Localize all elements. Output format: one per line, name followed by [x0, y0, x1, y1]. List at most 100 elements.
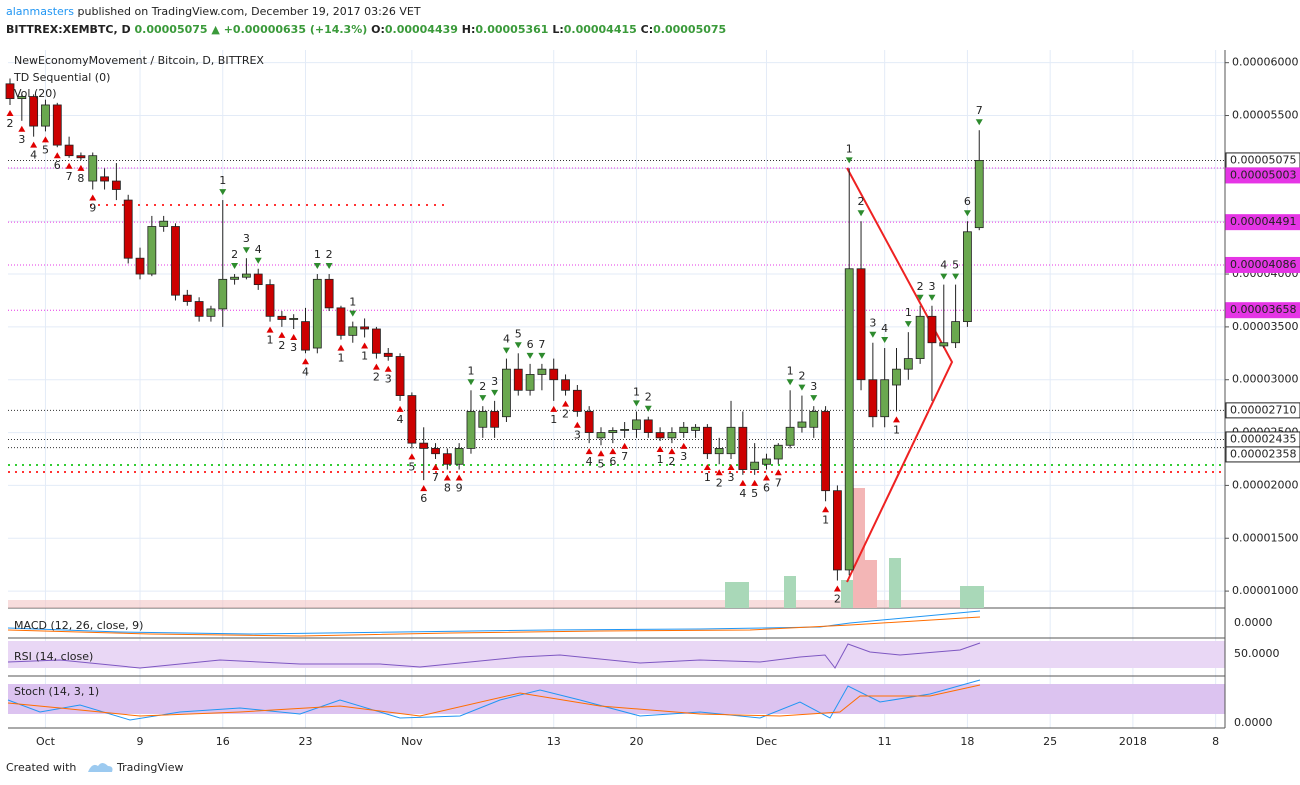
candle-body — [442, 453, 452, 465]
td-count: 3 — [728, 471, 735, 484]
volume — [784, 576, 796, 608]
td-count: 8 — [444, 482, 451, 495]
candle-body — [868, 379, 878, 418]
candle-body — [159, 220, 169, 227]
legend-item: Vol (20) — [14, 87, 57, 100]
td-arrow — [810, 395, 818, 402]
candle-body — [844, 268, 854, 571]
rsi-line — [7, 642, 981, 669]
td-count: 4 — [255, 243, 262, 256]
td-count: 3 — [290, 341, 297, 354]
candle-body — [360, 326, 370, 330]
td-arrow — [762, 474, 770, 481]
candle-body — [419, 442, 429, 449]
td-arrow — [337, 344, 345, 351]
td-count: 6 — [54, 159, 61, 172]
y-tick-label: 0.00003000 — [1232, 373, 1298, 386]
volume — [889, 558, 901, 608]
trend-drawing — [846, 167, 954, 583]
x-tick-label: 20 — [629, 735, 643, 748]
td-arrow — [65, 162, 73, 169]
td-arrow — [432, 463, 440, 470]
td-count: 1 — [361, 349, 368, 362]
td-count: 1 — [267, 334, 274, 347]
td-count: 3 — [810, 380, 817, 393]
td-arrow — [680, 442, 688, 449]
y-tick-label: 0.00002000 — [1232, 478, 1298, 491]
legend-item: NewEconomyMovement / Bitcoin, D, BITTREX — [14, 54, 264, 67]
candle-body — [513, 368, 523, 391]
x-tick-label: Oct — [36, 735, 56, 748]
panel-label: MACD (12, 26, close, 9) — [14, 619, 143, 632]
change: ▲ +0.00000635 (+14.3%) — [211, 23, 367, 36]
td-arrow — [41, 136, 49, 143]
price-tag — [1225, 167, 1300, 184]
candle-body — [702, 426, 712, 455]
price-tag — [1225, 302, 1300, 319]
td-arrow — [89, 194, 97, 201]
candle-body — [667, 432, 677, 439]
td-count: 7 — [976, 104, 983, 117]
candle-body — [253, 273, 263, 286]
td-arrow — [313, 263, 321, 270]
volume-base — [8, 600, 968, 608]
candle-body — [584, 411, 594, 433]
x-tick-label: Dec — [756, 735, 777, 748]
candle-body — [691, 426, 700, 431]
candle-body — [939, 342, 949, 347]
x-tick-label: 13 — [547, 735, 561, 748]
td-arrow — [845, 157, 853, 164]
x-tick-label: 23 — [299, 735, 313, 748]
td-count: 1 — [657, 453, 664, 466]
td-arrow — [18, 125, 26, 132]
candle-body — [431, 448, 440, 455]
stoch-band — [8, 684, 1225, 714]
td-arrow — [656, 446, 664, 453]
candle-body — [230, 276, 239, 280]
td-arrow — [668, 448, 676, 455]
candle-body — [596, 432, 606, 439]
x-tick-label: 16 — [216, 735, 230, 748]
td-arrow — [384, 365, 392, 372]
candle-body — [407, 395, 417, 444]
candles — [5, 78, 984, 581]
td-arrow — [77, 164, 85, 171]
candle-body — [111, 180, 121, 190]
td-count: 2 — [479, 380, 486, 393]
td-arrow — [963, 210, 971, 217]
candle-body — [738, 426, 748, 470]
candle-body — [289, 318, 299, 320]
td-count: 5 — [42, 143, 49, 156]
candle-body — [348, 326, 358, 336]
candle-body — [182, 294, 192, 302]
td-count: 2 — [668, 455, 675, 468]
td-count: 2 — [562, 408, 569, 421]
candle-body — [100, 176, 109, 182]
candle-body — [549, 368, 559, 381]
td-arrow — [254, 257, 262, 264]
footer-brand[interactable]: TradingView — [116, 761, 183, 774]
candle-body — [135, 257, 145, 275]
y-tick-label: 0.00001500 — [1232, 531, 1298, 544]
td-count: 7 — [432, 471, 439, 484]
td-count: 1 — [349, 296, 356, 309]
td-count: 4 — [940, 259, 947, 272]
candle-body — [29, 96, 39, 127]
candle-body — [951, 321, 960, 344]
td-arrow — [786, 379, 794, 386]
td-arrow — [361, 342, 369, 349]
td-count: 6 — [609, 455, 616, 468]
td-count: 2 — [858, 195, 865, 208]
candle-body — [454, 448, 464, 465]
panel-axis-label: 50.0000 — [1234, 647, 1280, 660]
price-tag-label: 0.00002435 — [1230, 432, 1296, 445]
td-count: 1 — [787, 364, 794, 377]
ohlc-key: H: — [462, 23, 476, 36]
td-arrow — [266, 326, 274, 333]
td-count: 9 — [89, 202, 96, 215]
td-arrow — [916, 294, 924, 301]
footer-text: Created with — [6, 761, 76, 774]
candle-body — [561, 379, 570, 391]
x-tick-label: 8 — [1212, 735, 1219, 748]
